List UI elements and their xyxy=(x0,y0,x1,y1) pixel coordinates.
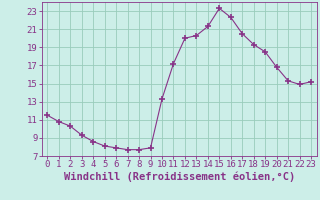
X-axis label: Windchill (Refroidissement éolien,°C): Windchill (Refroidissement éolien,°C) xyxy=(64,172,295,182)
